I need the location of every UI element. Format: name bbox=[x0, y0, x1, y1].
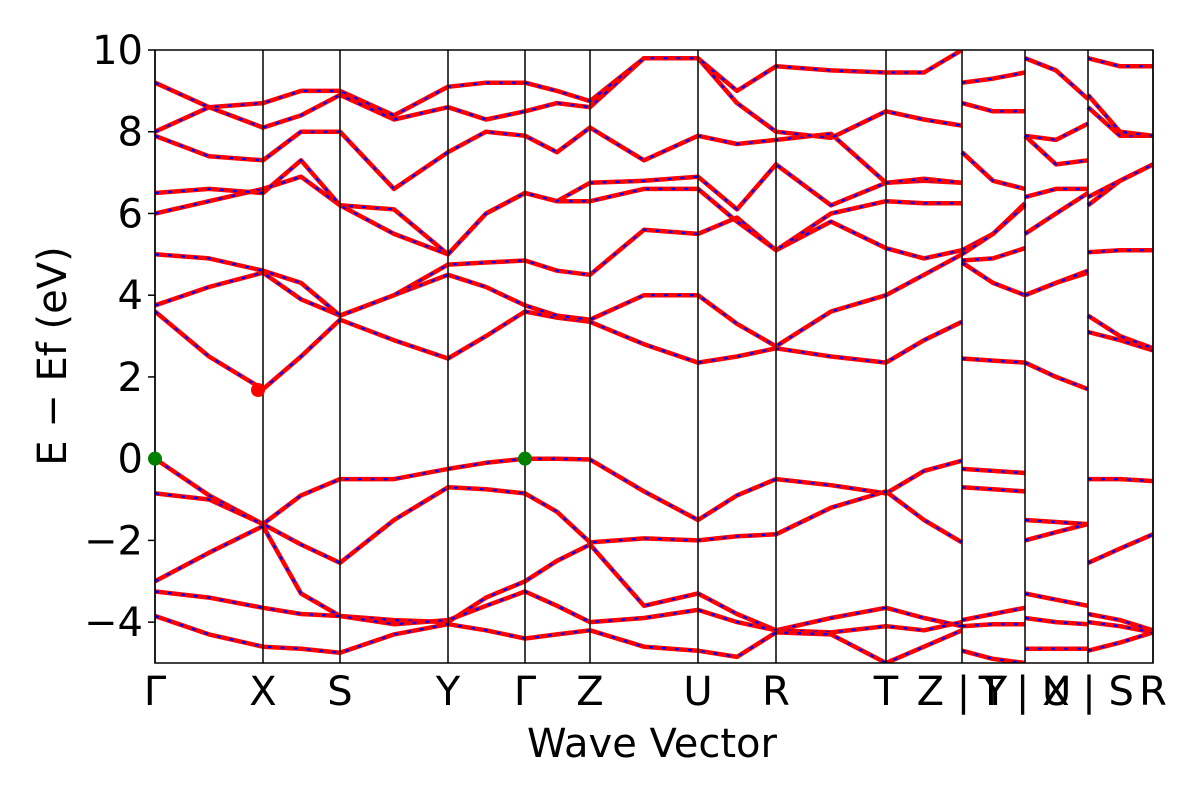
x-tick-label: Γ bbox=[144, 669, 167, 715]
band-edge-marker bbox=[518, 451, 532, 466]
band-line bbox=[155, 485, 1153, 566]
x-tick-label: Z | Y bbox=[917, 669, 1008, 715]
x-tick-label: U bbox=[683, 669, 712, 715]
band-line-dashed bbox=[155, 158, 1153, 256]
band-line bbox=[155, 613, 1153, 663]
band-line bbox=[155, 55, 1153, 143]
band-line-dashed bbox=[155, 216, 1153, 317]
y-tick-label: 6 bbox=[118, 191, 143, 237]
band-line bbox=[155, 456, 1153, 527]
x-axis-label: Wave Vector bbox=[527, 721, 778, 767]
y-tick-label: 0 bbox=[118, 437, 143, 483]
x-tick-label: X | S bbox=[1042, 669, 1134, 715]
x-tick-label: Z bbox=[576, 669, 603, 715]
x-tick-label: T bbox=[873, 669, 899, 715]
x-tick-label: Y bbox=[435, 669, 461, 715]
y-tick-label: 2 bbox=[118, 355, 143, 401]
x-tick-label: T | U bbox=[978, 669, 1072, 715]
band-edge-marker bbox=[148, 451, 162, 466]
band-line bbox=[155, 589, 1153, 635]
y-tick-label: −4 bbox=[84, 600, 143, 646]
x-tick-label: Γ bbox=[514, 669, 537, 715]
plot-area bbox=[155, 50, 1153, 663]
band-line-dashed bbox=[155, 106, 1153, 191]
band-line bbox=[155, 252, 1153, 351]
y-tick-label: −2 bbox=[84, 518, 143, 564]
x-tick-label: R bbox=[762, 669, 790, 715]
band-edge-marker bbox=[251, 383, 265, 398]
band-line bbox=[155, 523, 1153, 633]
y-tick-label: 4 bbox=[118, 273, 143, 319]
y-tick-label: 10 bbox=[92, 28, 143, 74]
y-tick-label: 8 bbox=[118, 110, 143, 156]
x-tick-label: R bbox=[1139, 669, 1167, 715]
band-line bbox=[155, 50, 1153, 118]
y-axis-label: E − Ef (eV) bbox=[30, 246, 76, 465]
x-tick-label: X bbox=[249, 669, 276, 715]
x-tick-label: S bbox=[327, 669, 352, 715]
